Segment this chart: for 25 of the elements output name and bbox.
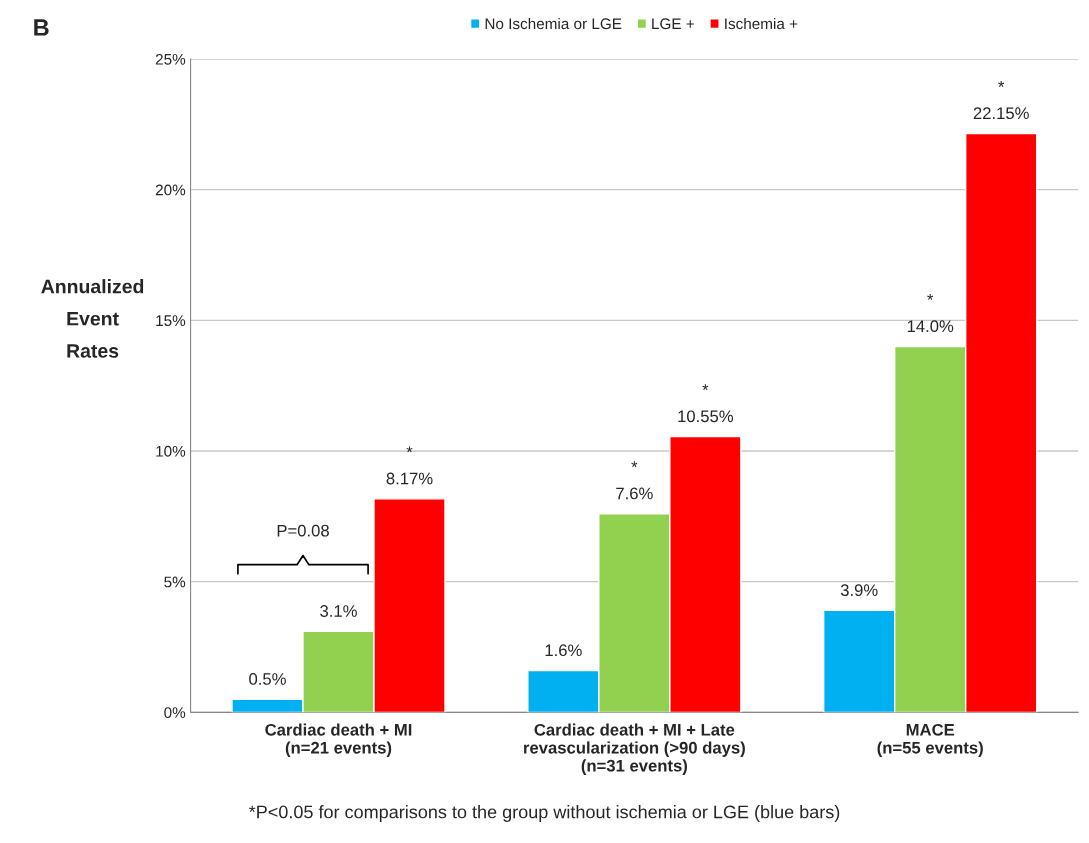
y-tick-label: 10% — [156, 445, 186, 457]
text: * 10.55% — [678, 384, 734, 423]
text: B — [34, 19, 49, 36]
y-tick-label: 15% — [156, 315, 186, 327]
data-label: 3.9% — [840, 584, 878, 597]
text: *P<0.05 for comparisons to the group without ischemia or LGE (blue bars) — [249, 805, 840, 822]
y-tick-label: 25% — [155, 53, 186, 65]
text: * 14.0% — [907, 294, 954, 333]
y-tick-label: 20% — [155, 184, 186, 196]
annotation: P=0.08 — [277, 524, 329, 537]
y-tick-label: 0% — [164, 707, 186, 719]
text: * 22.15% — [973, 81, 1029, 120]
y-tick-label: 5% — [164, 576, 186, 588]
text: * 8.17% — [386, 446, 433, 485]
x-tick-label: MACE (n=55 events) — [877, 723, 983, 757]
x-tick-label: Cardiac death + MI (n=21 events) — [265, 723, 412, 757]
text: * 7.6% — [616, 461, 653, 500]
data-label: 1.6% — [545, 644, 582, 657]
legend-label: No Ischemia or LGE — [485, 17, 622, 30]
x-tick-label: Cardiac death + MI + Late revascularization (>90 days) (n=31 events) — [524, 723, 745, 775]
legend-label: LGE + — [652, 18, 694, 30]
y-axis-title: Annualized Event Rates — [41, 279, 144, 358]
data-label: 0.5% — [249, 673, 286, 685]
legend-label: Ischemia + — [725, 17, 798, 30]
data-label: 3.1% — [320, 605, 357, 617]
